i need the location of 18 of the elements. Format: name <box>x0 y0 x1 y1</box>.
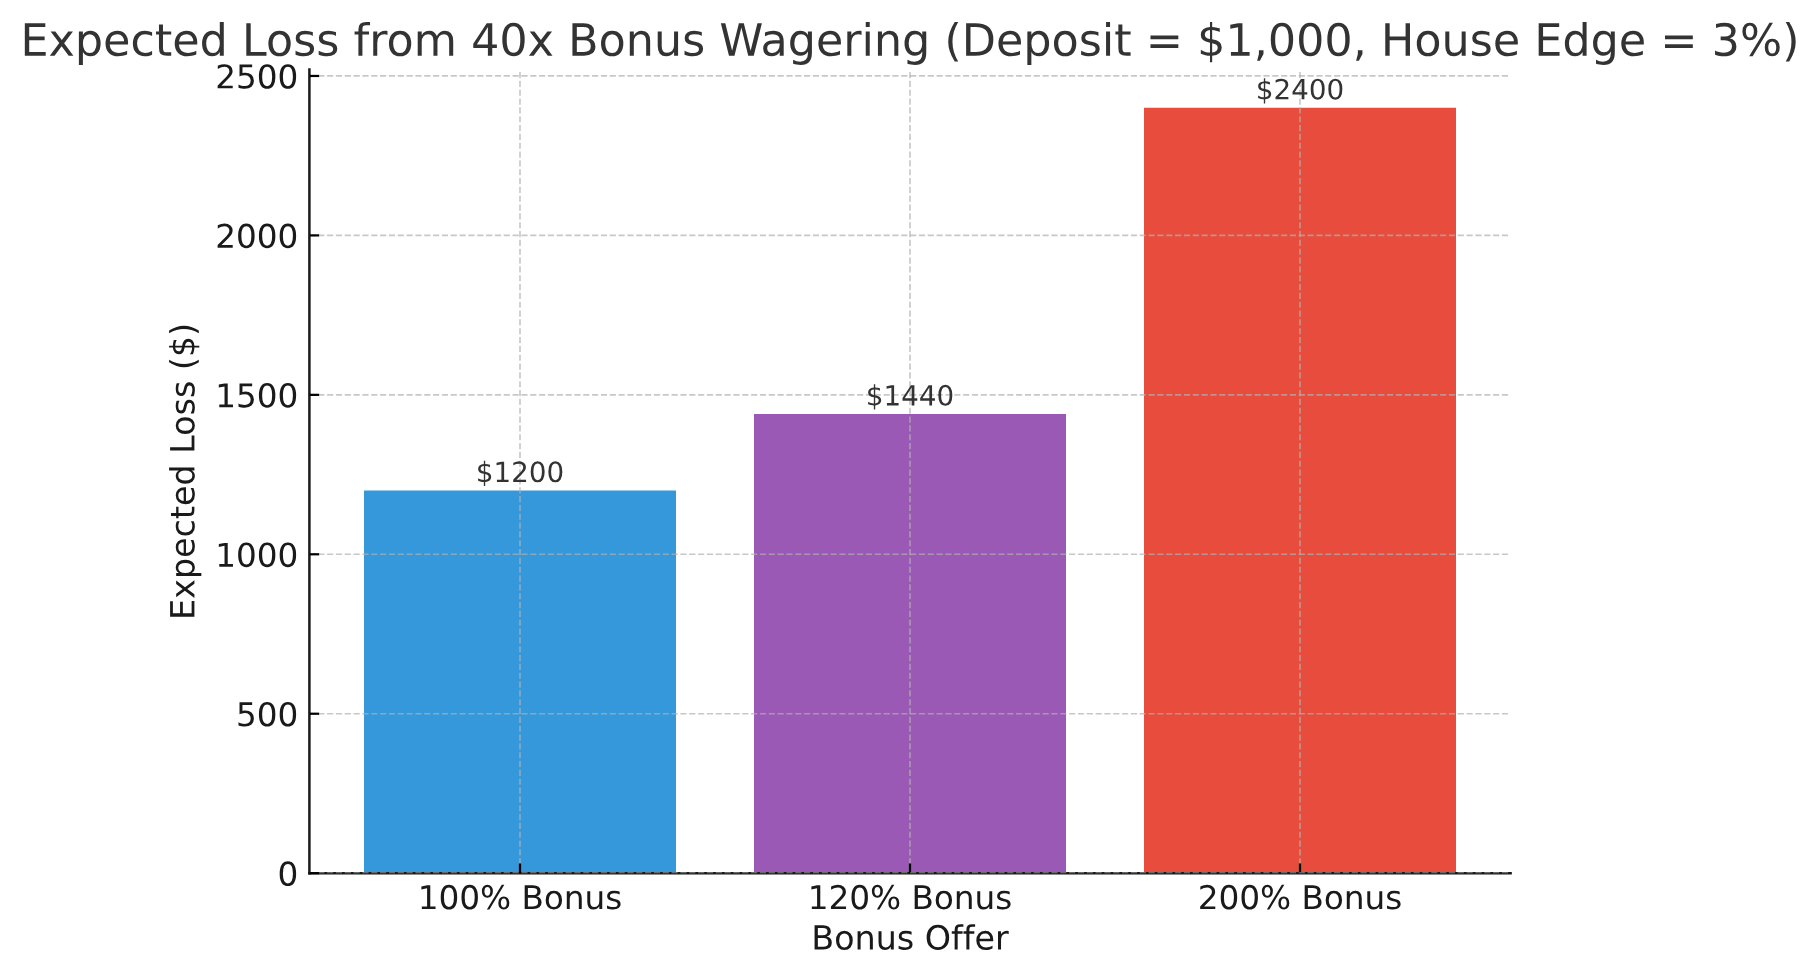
y-tick-label: 2500 <box>217 64 297 89</box>
bar <box>1144 107 1456 874</box>
data-label: $1200 <box>478 460 563 487</box>
data-label: $1440 <box>868 384 953 410</box>
x-axis-title: Bonus Offer <box>814 924 1009 951</box>
data-label: $2400 <box>1258 78 1343 104</box>
y-tick-label: 1500 <box>218 383 297 408</box>
y-tick-label: 2000 <box>217 223 297 249</box>
y-tick-label: 1000 <box>218 542 297 568</box>
x-tick-label: 100% Bonus <box>421 884 621 910</box>
x-tick-label: 200% Bonus <box>1200 884 1401 910</box>
bar <box>364 490 676 874</box>
bar <box>754 413 1066 874</box>
y-axis-title: Expected Loss ($) <box>169 325 202 617</box>
y-tick-label: 0 <box>279 861 297 887</box>
chart-title: Expected Loss from 40x Bonus Wagering (Deposit = $1,000, House Edge = 3%) <box>24 21 1796 65</box>
x-tick-label: 120% Bonus <box>811 884 1011 910</box>
y-tick-label: 500 <box>238 701 297 727</box>
